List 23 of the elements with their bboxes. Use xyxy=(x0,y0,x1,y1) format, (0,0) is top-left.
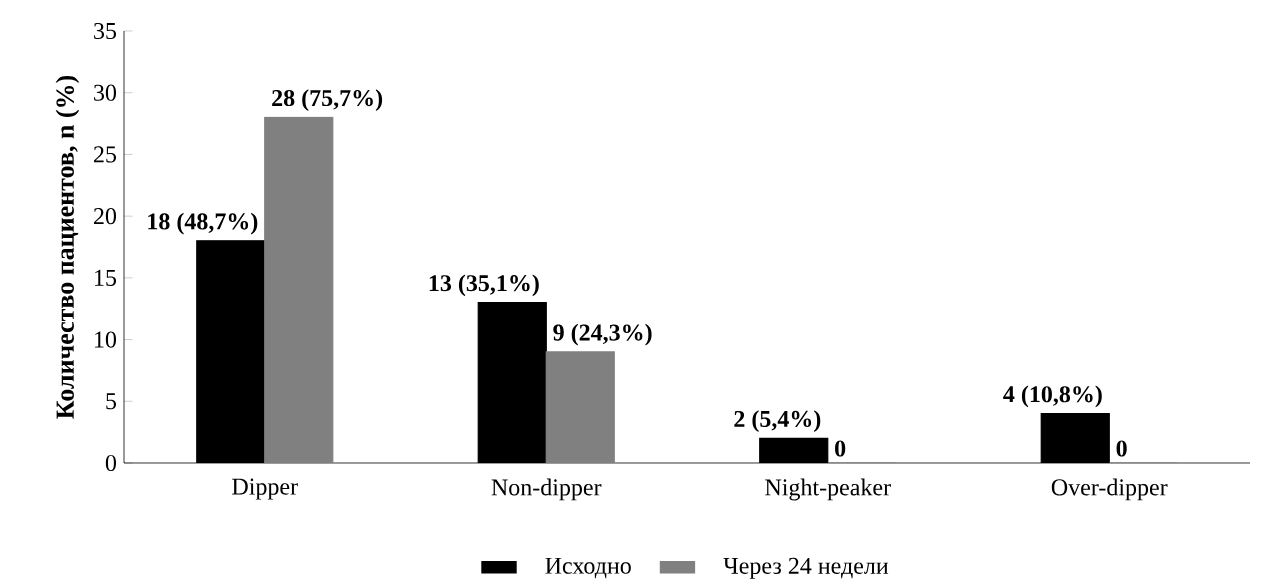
data-label: 2 (5,4%) xyxy=(734,410,821,432)
y-tick-label: 25 xyxy=(94,146,117,163)
y-tick-label: 20 xyxy=(94,208,117,225)
data-label: 18 (48,7%) xyxy=(148,212,258,235)
x-tick-label: Non-dipper xyxy=(491,478,602,501)
y-tick-label: 35 xyxy=(94,22,117,40)
data-label: 0 xyxy=(1116,440,1127,457)
y-tick-label: 0 xyxy=(105,454,117,472)
data-label: 0 xyxy=(835,440,846,457)
data-label: 28 (75,7%) xyxy=(272,89,383,111)
y-axis-title: Количество пациентов, n (%) xyxy=(55,75,80,419)
y-tick-label: 30 xyxy=(94,84,117,101)
x-tick-label: Night-peaker xyxy=(765,478,891,501)
x-tick-label: Over-dipper xyxy=(1051,478,1168,501)
y-tick-label: 15 xyxy=(95,269,117,286)
data-label: 4 (10,8%) xyxy=(1003,385,1102,408)
y-tick-label: 10 xyxy=(95,331,117,348)
y-tick-label: 5 xyxy=(106,393,117,410)
data-label: 9 (24,3%) xyxy=(553,323,652,346)
x-tick-label: Dipper xyxy=(232,478,298,500)
legend-label: Через 24 недели xyxy=(723,557,889,579)
legend-label: Исходно xyxy=(545,557,631,579)
data-label: 13 (35,1%) xyxy=(429,274,539,297)
